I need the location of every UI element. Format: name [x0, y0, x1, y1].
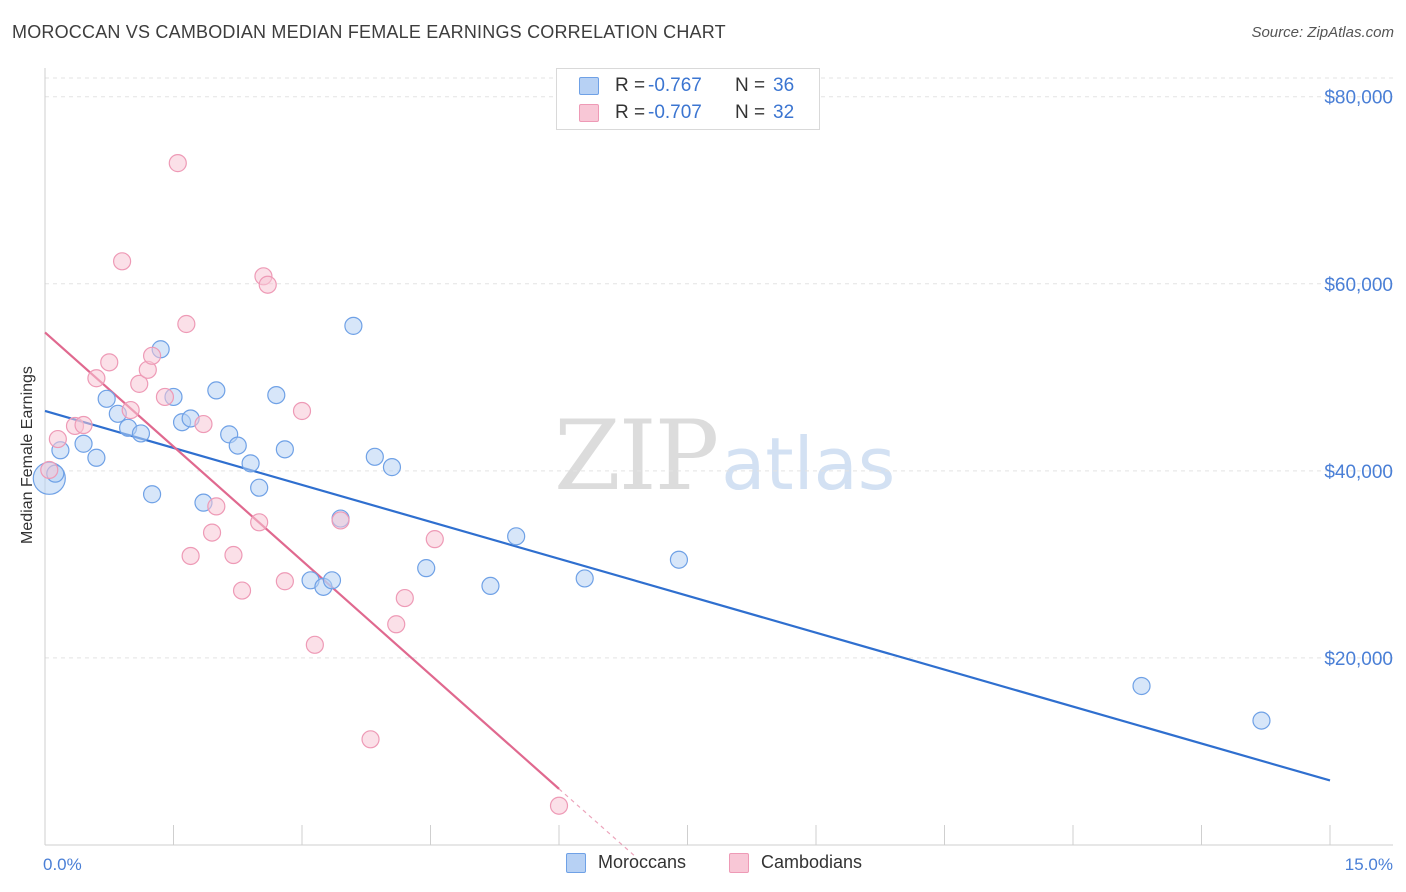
cambodians-point — [194, 414, 213, 434]
cambodians-point — [232, 581, 252, 600]
cambodians-point — [48, 429, 67, 449]
cambodians-point — [142, 346, 162, 365]
cambodians-point — [155, 387, 175, 407]
x-tick-label: 0.0% — [43, 855, 82, 874]
y-tick-label: $60,000 — [1324, 275, 1393, 296]
cambodians-point — [112, 252, 132, 271]
cambodians-point — [387, 615, 406, 634]
series-label-cambodians: Cambodians — [761, 852, 863, 872]
moroccans-point — [344, 316, 363, 335]
cambodians-point — [275, 572, 294, 591]
cambodians-trend-line — [44, 331, 560, 790]
moroccans-point — [142, 485, 162, 504]
legend-r-label: R = — [615, 102, 646, 123]
moroccans-point — [131, 424, 151, 443]
series-label-moroccans: Moroccans — [598, 852, 687, 872]
legend-swatch-cambodians — [579, 104, 599, 122]
moroccans-point — [365, 447, 384, 466]
moroccans-point — [74, 434, 93, 453]
legend-n-value: 36 — [773, 75, 795, 96]
moroccans-point — [1252, 711, 1271, 730]
legend-n-label: N = — [735, 75, 766, 96]
moroccans-point — [507, 527, 526, 546]
moroccans-point — [228, 436, 247, 455]
cambodians-point — [258, 275, 277, 294]
moroccans-point — [669, 550, 689, 569]
cambodians-point — [202, 523, 222, 542]
cambodians-point — [250, 513, 269, 532]
cambodians-point — [224, 545, 243, 565]
moroccans-point — [97, 389, 116, 408]
series-swatch-cambodians — [729, 853, 749, 873]
cambodians-point — [305, 635, 324, 654]
moroccans-point — [87, 448, 106, 467]
cambodians-point — [181, 546, 200, 566]
y-tick-label: $80,000 — [1324, 88, 1393, 109]
cambodians-trend-extension — [558, 788, 637, 858]
moroccans-point — [481, 576, 500, 596]
cambodians-point — [168, 154, 187, 173]
legend-r-value: -0.707 — [648, 102, 702, 123]
moroccans-point — [250, 478, 269, 497]
legend-swatch-moroccans — [579, 77, 599, 95]
cambodians-point — [425, 530, 444, 549]
legend-r-label: R = — [615, 75, 646, 96]
legend-n-label: N = — [735, 102, 766, 123]
y-tick-label: $40,000 — [1324, 462, 1393, 483]
y-tick-label: $20,000 — [1324, 649, 1393, 670]
cambodians-point — [207, 497, 226, 516]
cambodians-point — [87, 369, 106, 388]
moroccans-point — [575, 569, 594, 588]
cambodians-point — [177, 314, 196, 334]
cambodians-point — [361, 730, 380, 749]
legend-r-value: -0.767 — [648, 75, 702, 96]
moroccans-point — [1132, 676, 1151, 696]
cambodians-point — [549, 796, 569, 815]
cambodians-point — [100, 353, 119, 372]
chart-source: Source: ZipAtlas.com — [1251, 24, 1394, 41]
series-swatch-moroccans — [566, 853, 586, 873]
cambodians-point — [331, 511, 350, 530]
x-tick-label: 15.0% — [1345, 855, 1393, 874]
cambodians-point — [395, 588, 414, 608]
cambodians-point — [121, 400, 140, 420]
chart-title: MOROCCAN VS CAMBODIAN MEDIAN FEMALE EARN… — [12, 22, 726, 42]
cambodians-point — [130, 374, 149, 393]
cambodians-point — [292, 401, 312, 421]
legend-n-value: 32 — [773, 102, 795, 123]
stats-legend: R = -0.767 N = 36 R = -0.707 N = 32 — [556, 68, 820, 130]
moroccans-point — [241, 454, 260, 473]
moroccans-trend-line — [44, 409, 1331, 782]
cambodians-point — [40, 460, 59, 480]
moroccans-point — [275, 440, 294, 459]
moroccans-point — [322, 571, 342, 590]
moroccans-point — [382, 458, 402, 477]
moroccans-point — [207, 381, 226, 400]
cambodians-point — [74, 415, 93, 435]
moroccans-point — [417, 559, 436, 578]
moroccans-point — [267, 385, 286, 405]
